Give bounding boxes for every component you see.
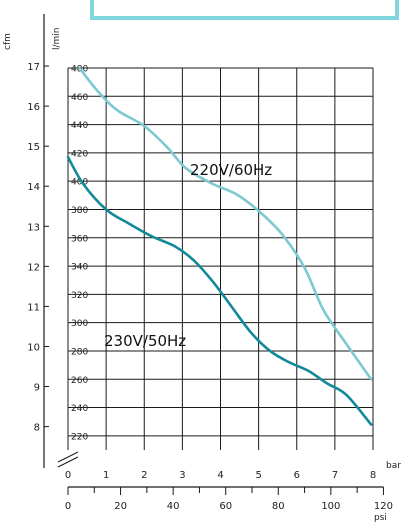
psi-tick-80: 80 (272, 501, 285, 512)
series-line-230v-50hz (66, 155, 373, 426)
lmin-tick-440: 440 (71, 121, 88, 131)
series-label-230v-50hz: 230V/50Hz (104, 332, 186, 350)
lmin-tick-460: 460 (71, 93, 88, 103)
series-line-220v-60hz (78, 66, 373, 381)
lmin-tick-300: 300 (71, 319, 88, 329)
cfm-tick-17: 17 (27, 62, 40, 73)
lmin-tick-260: 260 (71, 376, 88, 386)
axis-break-mark-1 (57, 451, 79, 463)
bar-tick-5: 5 (255, 470, 261, 481)
axis-break-mark-2 (57, 456, 79, 468)
lmin-tick-400: 400 (71, 178, 88, 188)
lmin-axis-unit: l/min (52, 27, 62, 50)
lmin-tick-340: 340 (71, 263, 88, 273)
bar-tick-7: 7 (332, 470, 338, 481)
bar-tick-6: 6 (294, 470, 300, 481)
cfm-tick-14: 14 (27, 182, 40, 193)
cfm-tick-16: 16 (27, 102, 40, 113)
lmin-tick-320: 320 (71, 291, 88, 301)
lmin-tick-280: 280 (71, 347, 88, 357)
cfm-axis-unit: cfm (3, 33, 13, 50)
psi-tick-0: 0 (65, 501, 71, 512)
bar-tick-0: 0 (65, 470, 71, 481)
psi-tick-100: 100 (321, 501, 340, 512)
cfm-tick-8: 8 (34, 423, 40, 434)
bar-tick-2: 2 (141, 470, 147, 481)
top-banner (90, 0, 399, 20)
cfm-tick-10: 10 (27, 342, 40, 353)
bar-tick-8: 8 (370, 470, 376, 481)
lmin-tick-220: 220 (71, 432, 88, 442)
bar-tick-3: 3 (179, 470, 185, 481)
grid (67, 67, 374, 450)
bar-tick-4: 4 (217, 470, 223, 481)
bar-axis-unit: bar (386, 461, 401, 471)
cfm-tick-11: 11 (27, 302, 40, 313)
psi-tick-20: 20 (114, 501, 127, 512)
lmin-tick-240: 240 (71, 404, 88, 414)
psi-axis-unit: psi (374, 513, 387, 522)
lmin-tick-420: 420 (71, 149, 88, 159)
psi-tick-120: 120 (374, 501, 393, 512)
cfm-tick-15: 15 (27, 142, 40, 153)
psi-tick-60: 60 (219, 501, 232, 512)
axes: 2202402602803003203403603804004204404604… (27, 14, 393, 512)
lmin-tick-380: 380 (71, 206, 88, 216)
lmin-tick-360: 360 (71, 234, 88, 244)
cfm-tick-12: 12 (27, 262, 40, 273)
series-label-220v-60hz: 220V/60Hz (190, 161, 272, 179)
series-layer (66, 66, 373, 426)
cfm-tick-13: 13 (27, 222, 40, 233)
bar-tick-1: 1 (103, 470, 109, 481)
psi-tick-40: 40 (167, 501, 180, 512)
cfm-tick-9: 9 (34, 383, 40, 394)
